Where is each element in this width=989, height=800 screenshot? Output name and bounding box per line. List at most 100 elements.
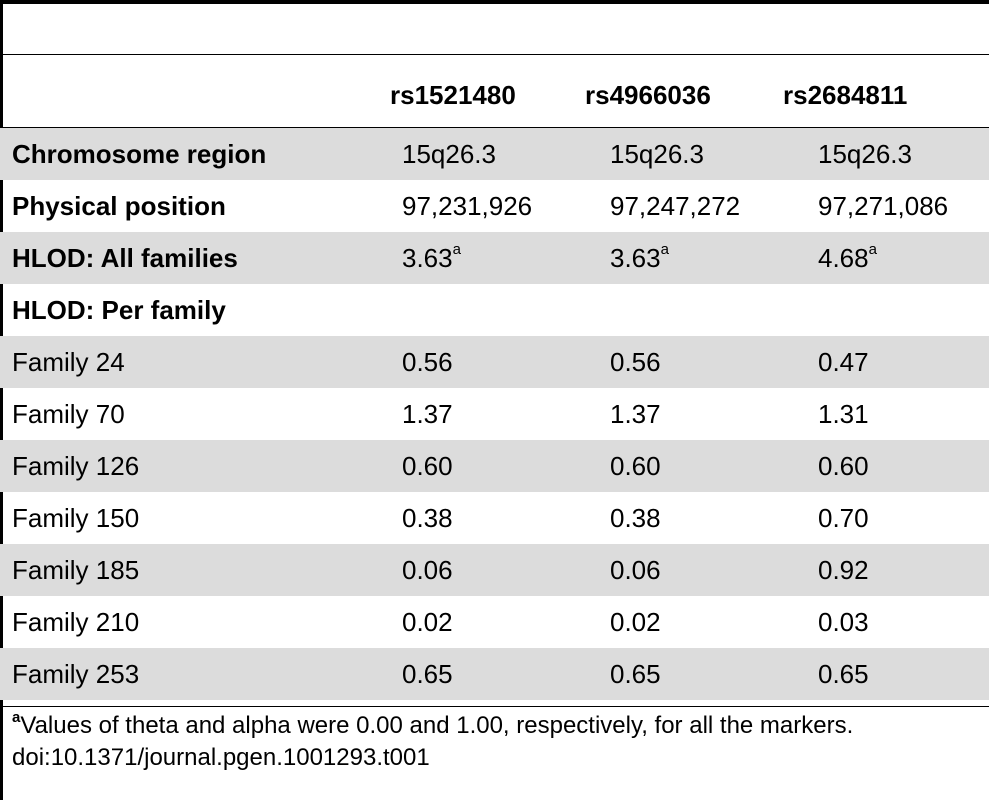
hlod-table: Chromosome region 15q26.3 15q26.3 15q26.3 Ph…: [0, 128, 989, 700]
cell-rs2684811: 0.60: [806, 440, 989, 492]
table-row: Family 150 0.38 0.38 0.70: [0, 492, 989, 544]
cell-rs4966036: 0.06: [598, 544, 806, 596]
header-rule: [0, 127, 989, 128]
cell-value: 0.38: [610, 502, 661, 533]
cell-value: 0.92: [818, 554, 869, 585]
cell-rs2684811: 0.70: [806, 492, 989, 544]
table-row: Family 210 0.02 0.02 0.03: [0, 596, 989, 648]
cell-rs1521480: [390, 284, 598, 336]
cell-value: 15q26.3: [818, 138, 912, 169]
cell-value: 0.60: [818, 450, 869, 481]
table-bottom-rule: [0, 706, 989, 707]
cell-rs4966036: 97,247,272: [598, 180, 806, 232]
cell-value: 3.63: [402, 242, 453, 273]
doi-link[interactable]: doi:10.1371/journal.pgen.1001293.t001: [12, 744, 430, 771]
cell-value: 0.70: [818, 502, 869, 533]
cell-value: 3.63: [610, 242, 661, 273]
cell-rs1521480: 0.65: [390, 648, 598, 700]
cell-value: 0.60: [610, 450, 661, 481]
cell-rs1521480: 0.56: [390, 336, 598, 388]
footnote: aValues of theta and alpha were 0.00 and…: [12, 709, 854, 740]
cell-rs2684811: 0.92: [806, 544, 989, 596]
cell-rs4966036: 0.65: [598, 648, 806, 700]
row-label: Family 150: [12, 502, 140, 533]
cell-value: 0.02: [402, 606, 453, 637]
cell-value: 0.02: [610, 606, 661, 637]
row-label: Family 253: [0, 648, 390, 700]
row-label: HLOD: All families: [0, 232, 390, 284]
cell-rs2684811: 97,271,086: [806, 180, 989, 232]
cell-rs2684811: 0.65: [806, 648, 989, 700]
table-row: Chromosome region 15q26.3 15q26.3 15q26.3: [0, 128, 989, 180]
row-label: Physical position: [12, 190, 226, 221]
cell-rs2684811: 15q26.3: [806, 128, 989, 180]
cell-value: 1.37: [610, 398, 661, 429]
table-rule: [0, 54, 989, 55]
column-header-rs4966036: rs4966036: [585, 80, 711, 110]
cell-value: 0.03: [818, 606, 869, 637]
cell-rs1521480: 0.06: [390, 544, 598, 596]
cell-value: 97,271,086: [818, 190, 949, 221]
column-header-rs2684811: rs2684811: [783, 80, 908, 110]
cell-rs4966036: 1.37: [598, 388, 806, 440]
cell-value: 0.06: [610, 554, 661, 585]
cell-value: 15q26.3: [610, 138, 704, 169]
cell-rs2684811: 1.31: [806, 388, 989, 440]
cell-value: 0.06: [402, 554, 453, 585]
cell-rs4966036: [598, 284, 806, 336]
footnote-marker: a: [12, 709, 21, 726]
row-label: Family 24: [0, 336, 390, 388]
row-label: Chromosome region: [0, 128, 390, 180]
cell-value: 0.56: [610, 346, 661, 377]
cell-rs4966036: 0.56: [598, 336, 806, 388]
cell-value: 0.65: [610, 658, 661, 689]
cell-value: 1.31: [818, 398, 869, 429]
cell-value: 97,247,272: [610, 190, 741, 221]
footnote-ref: a: [660, 240, 669, 258]
footnote-ref: a: [868, 240, 877, 258]
cell-rs4966036: 0.60: [598, 440, 806, 492]
cell-value: 1.37: [402, 398, 453, 429]
cell-rs1521480: 0.60: [390, 440, 598, 492]
cell-rs2684811: 0.47: [806, 336, 989, 388]
cell-value: 97,231,926: [402, 190, 533, 221]
table-row: Family 253 0.65 0.65 0.65: [0, 648, 989, 700]
cell-rs4966036: 0.02: [598, 596, 806, 648]
table-top-rule: [0, 0, 989, 4]
row-label: Family 185: [0, 544, 390, 596]
cell-rs1521480: 15q26.3: [390, 128, 598, 180]
table-left-border: [0, 0, 3, 800]
row-label: Family 126: [0, 440, 390, 492]
cell-rs2684811: [806, 284, 989, 336]
cell-rs1521480: 0.02: [390, 596, 598, 648]
table-row: Physical position 97,231,926 97,247,272 97,…: [0, 180, 989, 232]
cell-value: 0.65: [402, 658, 453, 689]
table-row: Family 126 0.60 0.60 0.60: [0, 440, 989, 492]
cell-value: 0.38: [402, 502, 453, 533]
cell-rs1521480: 3.63a: [390, 232, 598, 284]
column-header-rs1521480: rs1521480: [390, 80, 516, 110]
footnote-text: Values of theta and alpha were 0.00 and …: [20, 712, 854, 739]
table-row: Family 185 0.06 0.06 0.92: [0, 544, 989, 596]
table-row: Family 70 1.37 1.37 1.31: [0, 388, 989, 440]
table-row: Family 24 0.56 0.56 0.47: [0, 336, 989, 388]
cell-rs2684811: 4.68a: [806, 232, 989, 284]
cell-rs2684811: 0.03: [806, 596, 989, 648]
footnote-ref: a: [452, 240, 461, 258]
cell-value: 0.56: [402, 346, 453, 377]
cell-value: 0.65: [818, 658, 869, 689]
cell-rs4966036: 3.63a: [598, 232, 806, 284]
cell-rs4966036: 15q26.3: [598, 128, 806, 180]
cell-value: 0.47: [818, 346, 869, 377]
cell-value: 15q26.3: [402, 138, 496, 169]
row-label: HLOD: Per family: [12, 294, 226, 325]
cell-rs1521480: 1.37: [390, 388, 598, 440]
cell-value: 4.68: [818, 242, 869, 273]
row-label: Family 210: [12, 606, 140, 637]
cell-rs1521480: 0.38: [390, 492, 598, 544]
row-label: Family 70: [12, 398, 125, 429]
table-row: HLOD: All families 3.63a 3.63a 4.68a: [0, 232, 989, 284]
cell-rs1521480: 97,231,926: [390, 180, 598, 232]
cell-value: 0.60: [402, 450, 453, 481]
cell-rs4966036: 0.38: [598, 492, 806, 544]
